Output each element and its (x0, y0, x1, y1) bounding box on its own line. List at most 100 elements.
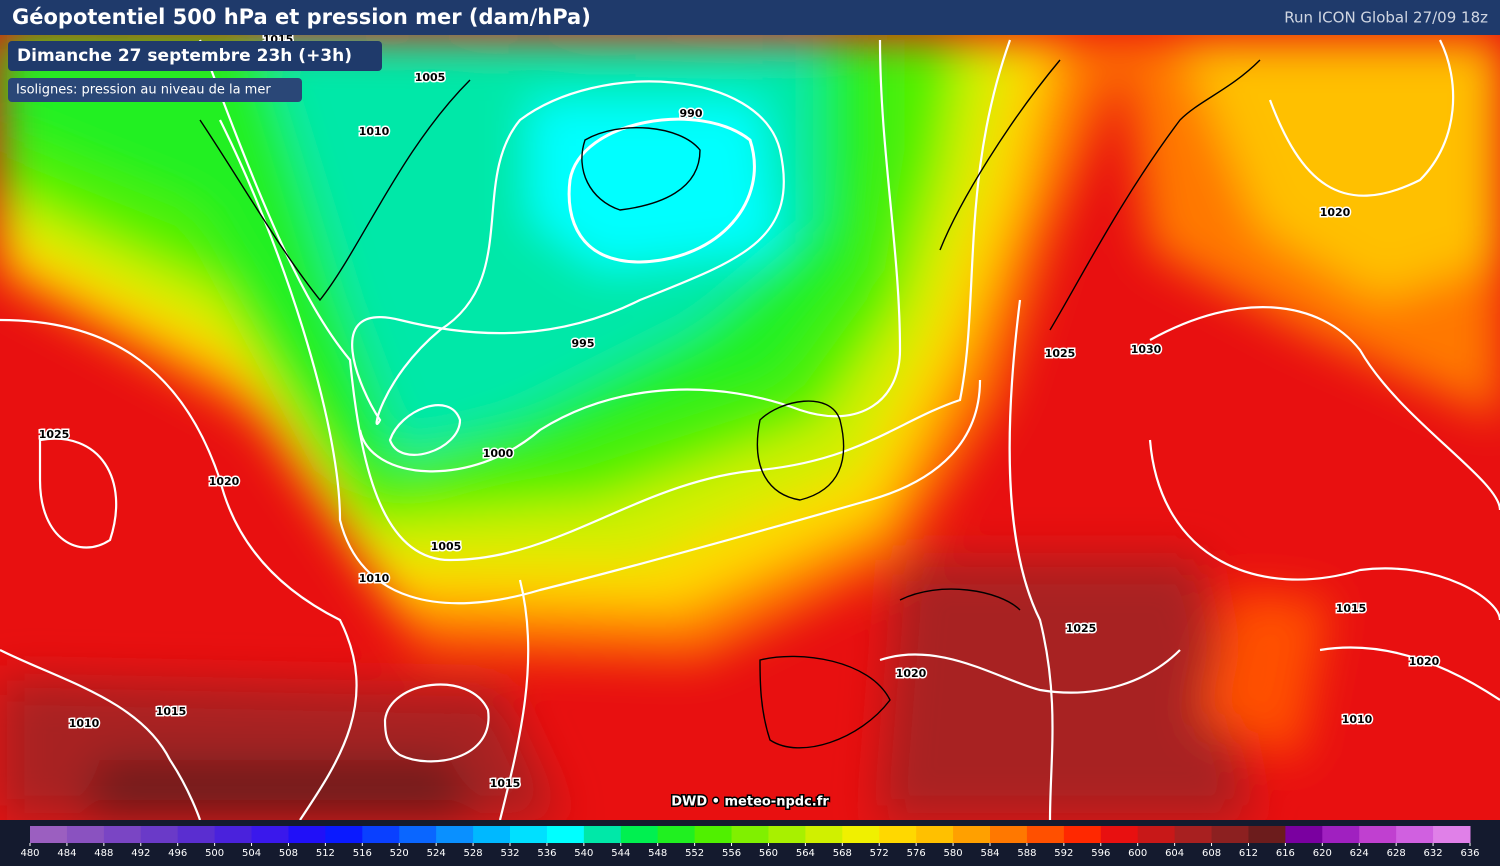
colorbar-segment (657, 826, 696, 843)
colorbar-label: 536 (537, 848, 556, 859)
colorbar-label: 544 (611, 848, 630, 859)
colorbar-segment (1248, 826, 1286, 843)
isobar-label: 1010 (69, 717, 100, 730)
colorbar-label: 480 (20, 848, 39, 859)
isobar-label: 1015 (156, 705, 187, 718)
colorbar-label: 532 (500, 848, 519, 859)
colorbar-segment (214, 826, 253, 843)
isobar-label: 1020 (896, 667, 927, 680)
run-info: Run ICON Global 27/09 18z (1284, 9, 1488, 27)
colorbar-label: 484 (57, 848, 76, 859)
colorbar-label: 584 (980, 848, 999, 859)
colorbar: 480 484 488 492 496 500 504 508 512 516 520 524 528 5… (20, 826, 1480, 859)
colorbar-label: 552 (685, 848, 704, 859)
colorbar-label: 516 (353, 848, 372, 859)
colorbar-label: 608 (1202, 848, 1221, 859)
date-text: Dimanche 27 septembre 23h (+3h) (17, 46, 352, 66)
isobar-label: 990 (680, 107, 703, 120)
title: Géopotentiel 500 hPa et pression mer (da… (12, 5, 591, 29)
colorbar-segment (768, 826, 806, 843)
colorbar-label: 620 (1313, 848, 1332, 859)
colorbar-label: 596 (1091, 848, 1110, 859)
isobar-label: 1005 (415, 71, 446, 84)
colorbar-segment (140, 826, 179, 843)
colorbar-segment (805, 826, 843, 843)
colorbar-segment (473, 826, 511, 843)
colorbar-segment (879, 826, 917, 843)
colorbar-label: 580 (944, 848, 963, 859)
isobar-labels: 1015 1005 1010 990 1020 995 1025 1030 1025 1000 10… (37, 32, 1441, 792)
colorbar-segment (362, 826, 400, 843)
colorbar-segment (1396, 826, 1434, 843)
colorbar-label: 600 (1128, 848, 1147, 859)
colorbar-segment (436, 826, 474, 843)
colorbar-label: 520 (390, 848, 409, 859)
isobar-label: 1015 (1336, 602, 1367, 615)
colorbar-label: 588 (1017, 848, 1036, 859)
colorbar-segment (1359, 826, 1397, 843)
colorbar-label: 564 (796, 848, 815, 859)
colorbar-segment (1063, 826, 1102, 843)
colorbar-label: 616 (1276, 848, 1295, 859)
colorbar-label: 592 (1054, 848, 1073, 859)
colorbar-label: 636 (1460, 848, 1479, 859)
isobar-label: 1020 (1409, 655, 1440, 668)
isobar-label: 1010 (359, 572, 390, 585)
colorbar-label: 568 (833, 848, 852, 859)
colorbar-segment (1100, 826, 1139, 843)
colorbar-segment (103, 826, 142, 843)
isobar-label: 1010 (359, 125, 390, 138)
colorbar-segment (1174, 826, 1213, 843)
colorbar-label: 540 (574, 848, 593, 859)
header-bar (0, 0, 1500, 35)
colorbar-segment (842, 826, 880, 843)
colorbar-label: 604 (1165, 848, 1184, 859)
isobar-label: 1010 (1342, 713, 1373, 726)
isobar-label: 1015 (490, 777, 521, 790)
isobar-label: 1000 (483, 447, 514, 460)
colorbar-label: 524 (427, 848, 446, 859)
colorbar-label: 576 (907, 848, 926, 859)
colorbar-label: 556 (722, 848, 741, 859)
colorbar-label: 560 (759, 848, 778, 859)
colorbar-label: 512 (316, 848, 335, 859)
colorbar-segment (251, 826, 289, 843)
colorbar-label: 500 (205, 848, 224, 859)
colorbar-segment (510, 826, 548, 843)
colorbar-label: 624 (1350, 848, 1369, 859)
colorbar-label: 632 (1424, 848, 1443, 859)
colorbar-segment (1211, 826, 1249, 843)
isobar-label: 1020 (209, 475, 240, 488)
colorbar-segment (694, 826, 733, 843)
colorbar-segment (1433, 826, 1471, 843)
colorbar-segment (583, 826, 622, 843)
isobar-label: 995 (572, 337, 595, 350)
colorbar-label: 612 (1239, 848, 1258, 859)
isobar-label: 1025 (1045, 347, 1076, 360)
colorbar-segment (177, 826, 216, 843)
credit: DWD • meteo-npdc.fr (671, 795, 829, 810)
isolines-text: Isolignes: pression au niveau de la mer (16, 83, 271, 98)
colorbar-label: 572 (870, 848, 889, 859)
colorbar-segment (731, 826, 769, 843)
map (0, 35, 1500, 820)
colorbar-label: 528 (464, 848, 483, 859)
colorbar-label: 496 (168, 848, 187, 859)
colorbar-label: 492 (131, 848, 150, 859)
colorbar-label: 504 (242, 848, 261, 859)
isobar-label: 1020 (1320, 206, 1351, 219)
isobar-label: 1030 (1131, 343, 1162, 356)
isobar-label: 1005 (431, 540, 462, 553)
colorbar-segment (620, 826, 659, 843)
colorbar-segment (66, 826, 105, 843)
colorbar-segment (953, 826, 991, 843)
colorbar-segment (1322, 826, 1360, 843)
date-badge (8, 41, 382, 71)
colorbar-label: 508 (279, 848, 298, 859)
colorbar-segment (325, 826, 363, 843)
colorbar-segment (1285, 826, 1323, 843)
colorbar-label: 488 (94, 848, 113, 859)
isobar-label: 1025 (39, 428, 70, 441)
colorbar-segment (1137, 826, 1176, 843)
